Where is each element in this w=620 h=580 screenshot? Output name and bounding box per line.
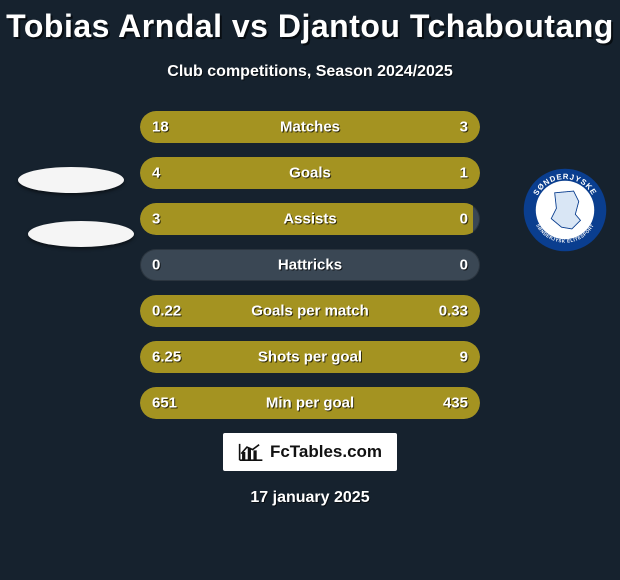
stat-row: 183Matches	[140, 111, 480, 143]
page-title: Tobias Arndal vs Djantou Tchaboutang	[0, 0, 620, 45]
player-1-crest	[12, 167, 98, 253]
chart-icon	[238, 441, 264, 463]
stat-label: Assists	[140, 211, 480, 228]
stat-row: 41Goals	[140, 157, 480, 189]
stat-row: 30Assists	[140, 203, 480, 235]
fctables-badge[interactable]: FcTables.com	[223, 433, 397, 471]
crest-ellipse	[28, 221, 134, 247]
player-2-crest: SØNDERJYSKE SØNDERJYSK ELITESPORT	[522, 167, 608, 253]
stats-list: 183Matches 41Goals 30Assists 00Hattricks 0.2…	[140, 111, 480, 419]
stat-row: 0.220.33Goals per match	[140, 295, 480, 327]
fctables-label: FcTables.com	[270, 442, 382, 462]
crest-ellipse	[18, 167, 124, 193]
stat-row: 651435Min per goal	[140, 387, 480, 419]
page-subtitle: Club competitions, Season 2024/2025	[0, 63, 620, 81]
stat-label: Goals	[140, 165, 480, 182]
stat-label: Hattricks	[140, 257, 480, 274]
render-date: 17 january 2025	[0, 489, 620, 507]
stat-row: 00Hattricks	[140, 249, 480, 281]
sonderjyske-icon: SØNDERJYSKE SØNDERJYSK ELITESPORT	[522, 167, 608, 253]
stat-label: Goals per match	[140, 303, 480, 320]
stat-label: Shots per goal	[140, 349, 480, 366]
stat-row: 6.259Shots per goal	[140, 341, 480, 373]
stat-label: Min per goal	[140, 395, 480, 412]
comparison-panel: SØNDERJYSKE SØNDERJYSK ELITESPORT 183Mat…	[0, 111, 620, 419]
stat-label: Matches	[140, 119, 480, 136]
